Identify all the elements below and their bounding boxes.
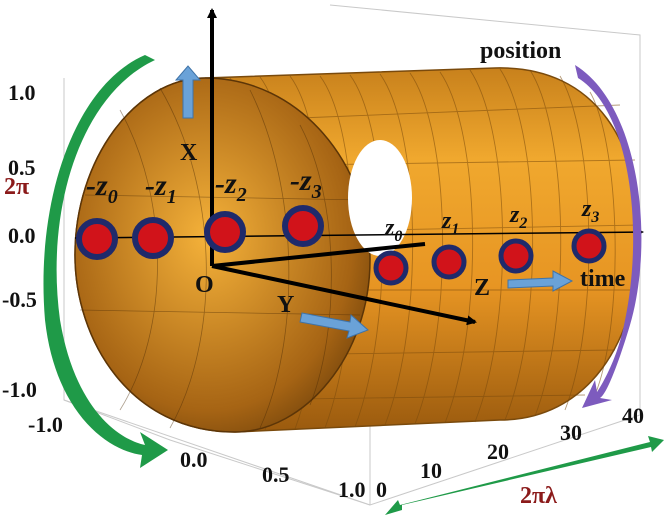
point-neg-z2 [204,211,246,253]
label-z3: z3 [581,196,599,226]
position-label: position [480,38,561,64]
svg-text:0.5: 0.5 [8,155,36,180]
depth-tick-labels: 0 10 20 30 40 [376,403,644,502]
purple-right-arc-arrow [575,65,642,408]
label-neg-z3: -z3 [290,164,322,203]
two-pi-lambda-label: 2πλ [520,483,557,509]
svg-text:1.0: 1.0 [8,80,36,105]
origin-label: O [195,272,214,298]
y-direction-arrow [299,312,369,339]
right-points [373,228,607,286]
two-pi-label: 2π [4,174,29,200]
svg-text:0: 0 [376,477,387,502]
cylinder-back-hole [348,140,412,256]
x-direction-arrow [174,65,202,119]
svg-text:30: 30 [560,420,582,445]
y-tick-labels: 1.0 0.5 0.0 -0.5 -1.0 [2,80,37,402]
point-z1 [431,244,467,280]
point-z3 [571,228,607,264]
y-axis-line [211,264,477,326]
svg-text:40: 40 [622,403,644,428]
z-axis-line [211,242,426,268]
y-axis-label: Y [277,292,294,318]
front-tick-labels: -1.0 0.0 0.5 1.0 [28,412,366,502]
svg-text:0.0: 0.0 [180,447,208,472]
point-z2 [498,238,534,274]
label-neg-z2: -z2 [215,167,247,206]
label-neg-z0: -z0 [86,169,118,208]
left-points [76,205,324,260]
time-label: time [580,266,626,292]
svg-text:0.0: 0.0 [8,223,36,248]
point-neg-z0 [76,218,118,260]
point-neg-z3 [282,205,324,247]
point-z0 [373,250,409,286]
green-left-arc-arrow [43,55,169,468]
point-neg-z1 [132,217,174,259]
svg-text:-1.0: -1.0 [2,377,37,402]
svg-text:-0.5: -0.5 [2,287,37,312]
svg-text:20: 20 [487,439,509,464]
z-axis-label: Z [474,275,490,301]
svg-text:-1.0: -1.0 [28,412,63,437]
svg-text:0.5: 0.5 [262,462,290,487]
two-pi-lambda-arrow [385,436,664,515]
label-z0: z0 [384,215,402,245]
label-z1: z1 [441,208,459,238]
inner-grid [79,87,366,429]
cylinder-inner [74,77,371,433]
time-direction-arrow [507,270,574,292]
blue-arrows [174,65,574,339]
x-axis-label: X [180,140,198,166]
label-z2: z2 [509,202,527,232]
label-neg-z1: -z1 [145,169,177,208]
svg-text:10: 10 [420,458,442,483]
svg-text:1.0: 1.0 [338,477,366,502]
